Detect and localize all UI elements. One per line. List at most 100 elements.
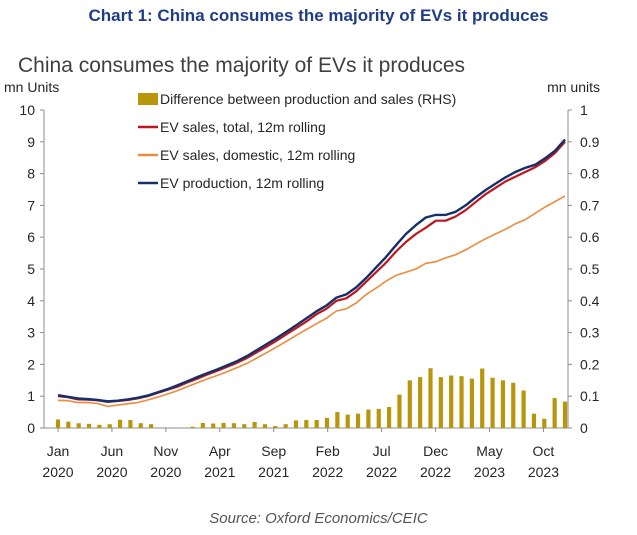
bar-difference	[76, 423, 81, 428]
bar-difference	[542, 418, 547, 428]
bar-difference	[117, 419, 123, 428]
left-tick-label: 1	[27, 388, 35, 404]
line-series	[57, 138, 566, 408]
left-tick-label: 4	[27, 293, 35, 309]
bar-difference	[149, 424, 154, 428]
x-tick-month: Dec	[423, 443, 448, 459]
x-tick-year: 2022	[366, 464, 397, 480]
bar-difference	[231, 423, 236, 428]
right-tick-label: 1	[580, 102, 588, 118]
bar-difference	[335, 412, 340, 428]
right-tick-label: 0.5	[580, 261, 600, 277]
bar-series	[55, 368, 568, 428]
x-tick-month: Oct	[533, 443, 555, 459]
right-tick-label: 0.8	[580, 166, 600, 182]
left-tick-label: 6	[27, 229, 35, 245]
bar-difference	[387, 407, 392, 428]
bar-difference	[459, 376, 464, 428]
left-tick-label: 3	[27, 325, 35, 341]
legend-label: EV sales, total, 12m rolling	[160, 119, 326, 135]
bar-difference	[366, 409, 371, 428]
bar-difference	[86, 423, 92, 428]
bar-difference	[262, 424, 268, 428]
bar-difference	[469, 378, 474, 428]
x-tick-month: Nov	[153, 443, 178, 459]
bar-difference	[324, 417, 330, 428]
bar-difference	[242, 424, 247, 428]
bar-difference	[200, 422, 205, 428]
bar-difference	[490, 377, 495, 428]
bar-difference	[55, 419, 61, 428]
bar-difference	[397, 394, 402, 428]
x-tick-year: 2023	[528, 464, 559, 480]
right-tick-label: 0.9	[580, 134, 600, 150]
x-tick-month: Feb	[316, 443, 340, 459]
x-tick-year: 2021	[258, 464, 289, 480]
x-tick-year: 2022	[420, 464, 451, 480]
left-tick-label: 2	[27, 356, 35, 372]
bar-difference	[521, 390, 526, 428]
left-tick-label: 10	[19, 102, 35, 118]
legend-label: Difference between production and sales …	[160, 91, 456, 107]
line-ev-sales-domestic	[57, 195, 566, 408]
bar-difference	[480, 368, 485, 428]
bar-difference	[552, 398, 557, 428]
line-ev-production	[57, 138, 566, 403]
chart-title: China consumes the majority of EVs it pr…	[18, 54, 465, 77]
bar-difference	[345, 414, 350, 428]
left-tick-label: 7	[27, 197, 35, 213]
bar-difference	[438, 377, 443, 428]
bar-difference	[500, 380, 506, 428]
bar-difference	[190, 426, 195, 428]
bar-difference	[138, 423, 143, 428]
left-tick-label: 0	[27, 420, 35, 436]
bar-difference	[418, 377, 423, 428]
legend-label: EV production, 12m rolling	[160, 175, 324, 191]
bar-difference	[107, 424, 112, 428]
legend-swatch-difference	[138, 93, 158, 105]
left-axis-label: mn Units	[4, 79, 59, 95]
bar-difference	[449, 375, 454, 428]
bar-difference	[562, 401, 568, 428]
left-tick-label: 5	[27, 261, 35, 277]
x-tick-month: May	[476, 443, 502, 459]
legend: Difference between production and sales …	[138, 91, 456, 191]
x-tick-month: Jun	[101, 443, 124, 459]
x-tick-year: 2020	[96, 464, 127, 480]
x-tick-year: 2021	[204, 464, 235, 480]
bar-difference	[252, 421, 257, 428]
x-tick-month: Apr	[209, 443, 231, 459]
x-tick-year: 2020	[42, 464, 73, 480]
x-tick-year: 2020	[150, 464, 181, 480]
bar-difference	[355, 413, 361, 428]
right-tick-label: 0.4	[580, 293, 600, 309]
bar-difference	[273, 426, 278, 428]
bar-difference	[221, 422, 226, 428]
right-tick-label: 0.1	[580, 388, 600, 404]
bar-difference	[97, 424, 102, 428]
bar-difference	[128, 420, 133, 428]
page-heading: Chart 1: China consumes the majority of …	[88, 6, 549, 25]
right-tick-label: 0.7	[580, 197, 600, 213]
bar-difference	[66, 421, 71, 428]
right-tick-label: 0.6	[580, 229, 600, 245]
x-tick-month: Sep	[261, 443, 286, 459]
x-tick-month: Jul	[373, 443, 391, 459]
left-tick-label: 9	[27, 134, 35, 150]
x-tick-year: 2022	[312, 464, 343, 480]
bar-difference	[531, 413, 537, 428]
right-tick-label: 0.2	[580, 356, 600, 372]
left-tick-label: 8	[27, 166, 35, 182]
legend-label: EV sales, domestic, 12m rolling	[160, 147, 355, 163]
bar-difference	[376, 408, 381, 428]
bar-difference	[283, 424, 288, 428]
bar-difference	[511, 382, 516, 428]
source-note: Source: Oxford Economics/CEIC	[209, 510, 428, 527]
right-tick-label: 0	[580, 420, 588, 436]
bar-difference	[293, 420, 299, 428]
bar-difference	[407, 380, 412, 428]
bar-difference	[211, 423, 216, 428]
x-tick-year: 2023	[474, 464, 505, 480]
bar-difference	[314, 420, 319, 428]
